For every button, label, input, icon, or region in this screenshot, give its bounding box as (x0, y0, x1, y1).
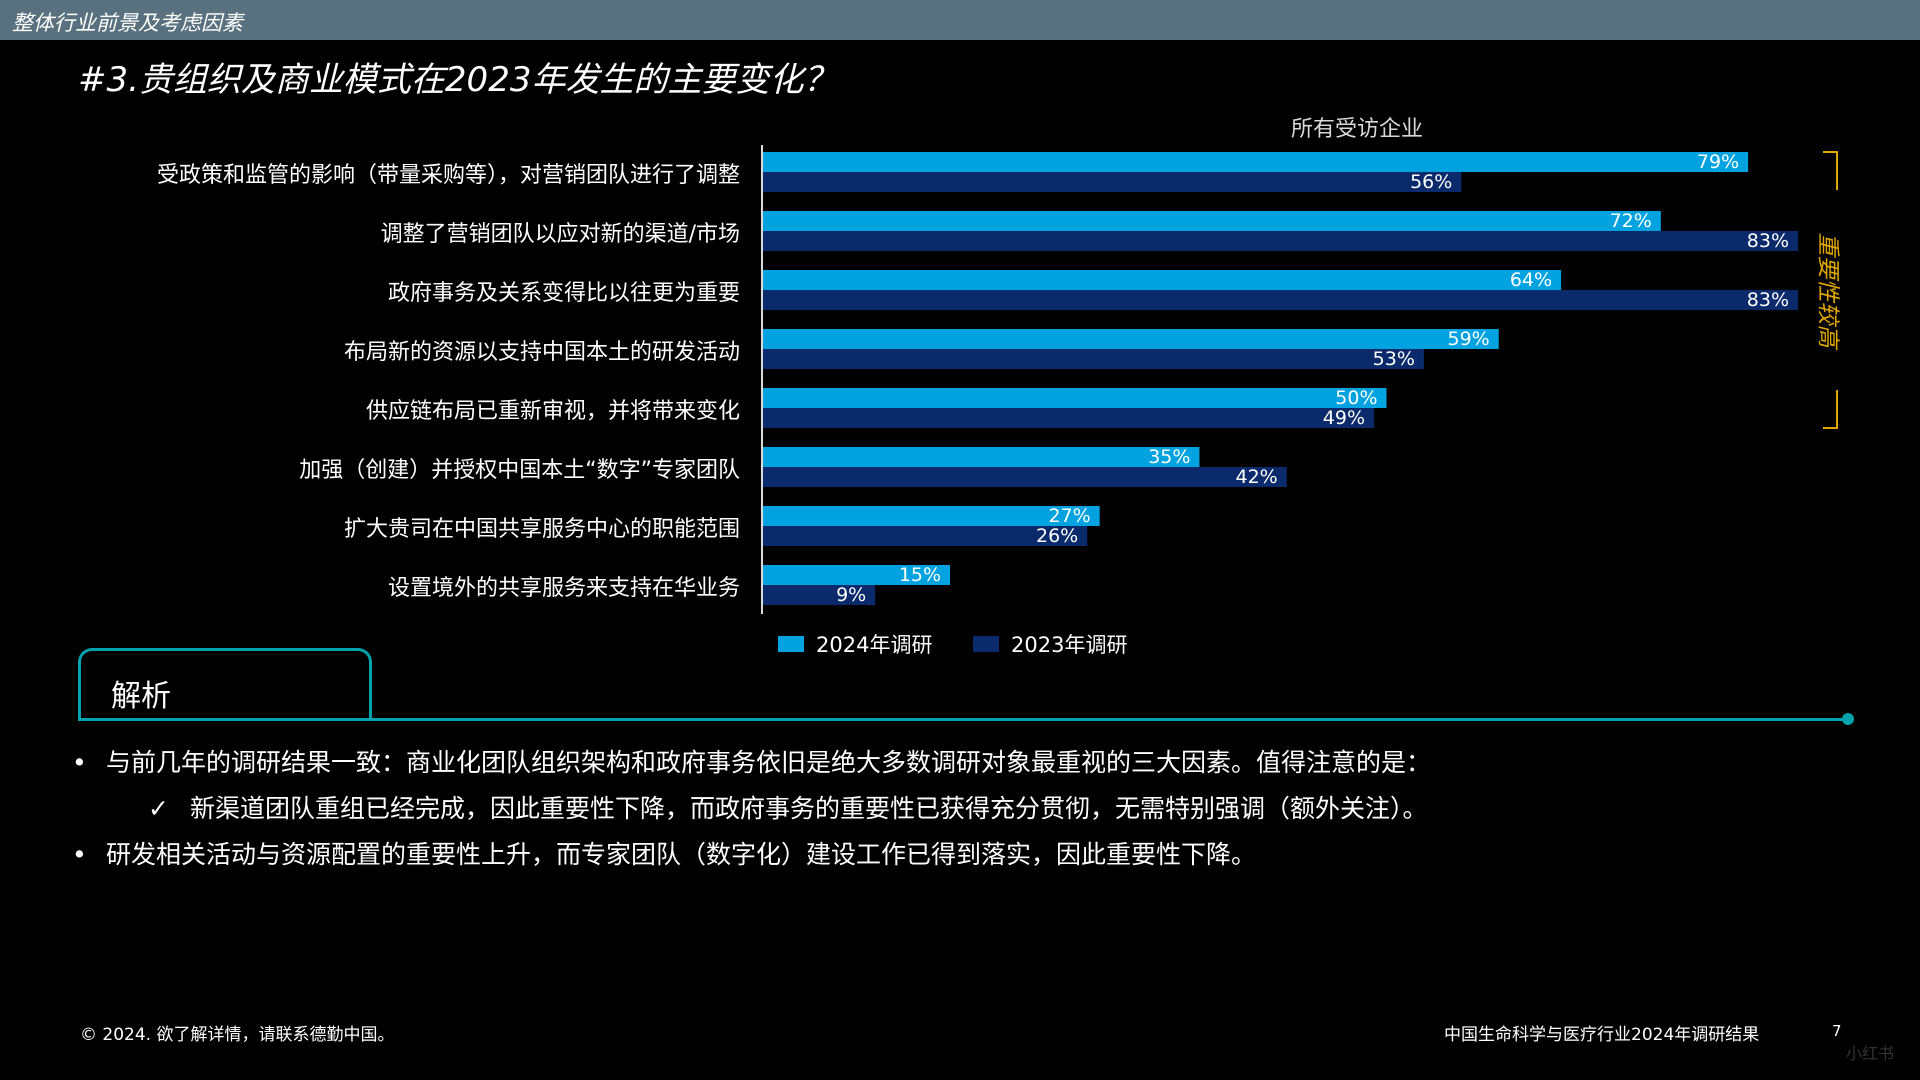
data-label: 53% (1373, 348, 1415, 370)
importance-bracket (1823, 151, 1838, 429)
section-title: 整体行业前景及考虑因素 (12, 11, 243, 35)
data-label: 42% (1236, 466, 1278, 488)
data-label: 35% (1148, 446, 1190, 468)
bar-2023 (763, 172, 1462, 192)
category-label: 扩大贵司在中国共享服务中心的职能范围 (344, 517, 740, 542)
data-label: 50% (1335, 387, 1377, 409)
bar-2024 (763, 270, 1562, 290)
analysis-divider-dot (1842, 713, 1854, 725)
bullet-marker: • (72, 840, 87, 869)
analysis-bullet: • 与前几年的调研结果一致：商业化团队组织架构和政府事务依旧是绝大多数调研对象最… (70, 740, 1870, 786)
data-label: 72% (1610, 210, 1652, 232)
data-label: 83% (1747, 289, 1789, 311)
legend-swatch (778, 636, 804, 652)
bar-2024 (763, 211, 1661, 231)
bar-2024 (763, 329, 1499, 349)
bar-2024 (763, 447, 1200, 467)
bracket-label: 重要性较高 (1815, 233, 1841, 351)
analysis-divider (78, 718, 1848, 721)
data-label: 9% (836, 584, 866, 606)
chart-title: 所有受访企业 (1291, 117, 1423, 142)
bar-2023 (763, 290, 1799, 310)
data-label: 59% (1447, 328, 1489, 350)
category-label: 受政策和监管的影响（带量采购等），对营销团队进行了调整 (157, 163, 740, 188)
bar-2023 (763, 526, 1088, 546)
data-label: 56% (1410, 171, 1452, 193)
watermark: 小红书 (1846, 1044, 1895, 1063)
bar-2024 (763, 388, 1387, 408)
bar-2024 (763, 506, 1100, 526)
check-icon: ✓ (148, 794, 169, 823)
footer-copyright: © 2024. 欲了解详情，请联系德勤中国。 (80, 1025, 395, 1045)
bar-2024 (763, 565, 951, 585)
analysis-tab: 解析 (78, 648, 372, 718)
bar-2023 (763, 231, 1799, 251)
category-label: 调整了营销团队以应对新的渠道/市场 (381, 222, 740, 247)
bar-2023 (763, 585, 876, 605)
category-label: 政府事务及关系变得比以往更为重要 (388, 281, 740, 306)
legend-swatch (973, 636, 999, 652)
data-label: 26% (1036, 525, 1078, 547)
data-label: 15% (899, 564, 941, 586)
bar-2023 (763, 467, 1287, 487)
data-label: 27% (1048, 505, 1090, 527)
footer-report-title: 中国生命科学与医疗行业2024年调研结果 (1444, 1025, 1760, 1045)
bullet-marker: • (72, 748, 87, 777)
data-label: 79% (1697, 151, 1739, 173)
category-label: 加强（创建）并授权中国本土“数字”专家团队 (299, 458, 740, 483)
analysis-tab-label: 解析 (111, 679, 171, 714)
analysis-sub-bullet: ✓ 新渠道团队重组已经完成，因此重要性下降，而政府事务的重要性已获得充分贯彻，无… (70, 786, 1870, 832)
bullet-text: 新渠道团队重组已经完成，因此重要性下降，而政府事务的重要性已获得充分贯彻，无需特… (190, 794, 1428, 823)
header-bar: 整体行业前景及考虑因素 (0, 0, 1920, 40)
bullet-text: 研发相关活动与资源配置的重要性上升，而专家团队（数字化）建设工作已得到落实，因此… (106, 840, 1257, 869)
data-label: 83% (1747, 230, 1789, 252)
page-number: 7 (1832, 1022, 1842, 1040)
category-label: 设置境外的共享服务来支持在华业务 (388, 576, 740, 601)
bar-2023 (763, 349, 1424, 369)
bar-2023 (763, 408, 1375, 428)
category-label: 布局新的资源以支持中国本土的研发活动 (344, 340, 740, 365)
analysis-bullet: • 研发相关活动与资源配置的重要性上升，而专家团队（数字化）建设工作已得到落实，… (70, 832, 1870, 878)
bullet-text: 与前几年的调研结果一致：商业化团队组织架构和政府事务依旧是绝大多数调研对象最重视… (106, 748, 1432, 777)
analysis-bullets: • 与前几年的调研结果一致：商业化团队组织架构和政府事务依旧是绝大多数调研对象最… (70, 740, 1870, 878)
legend-label: 2023年调研 (1011, 633, 1127, 657)
legend-label: 2024年调研 (816, 633, 932, 657)
category-label: 供应链布局已重新审视，并将带来变化 (366, 399, 740, 424)
data-label: 49% (1323, 407, 1365, 429)
page-title: #3.贵组织及商业模式在2023年发生的主要变化？ (78, 60, 838, 100)
bar-2024 (763, 152, 1749, 172)
data-label: 64% (1510, 269, 1552, 291)
